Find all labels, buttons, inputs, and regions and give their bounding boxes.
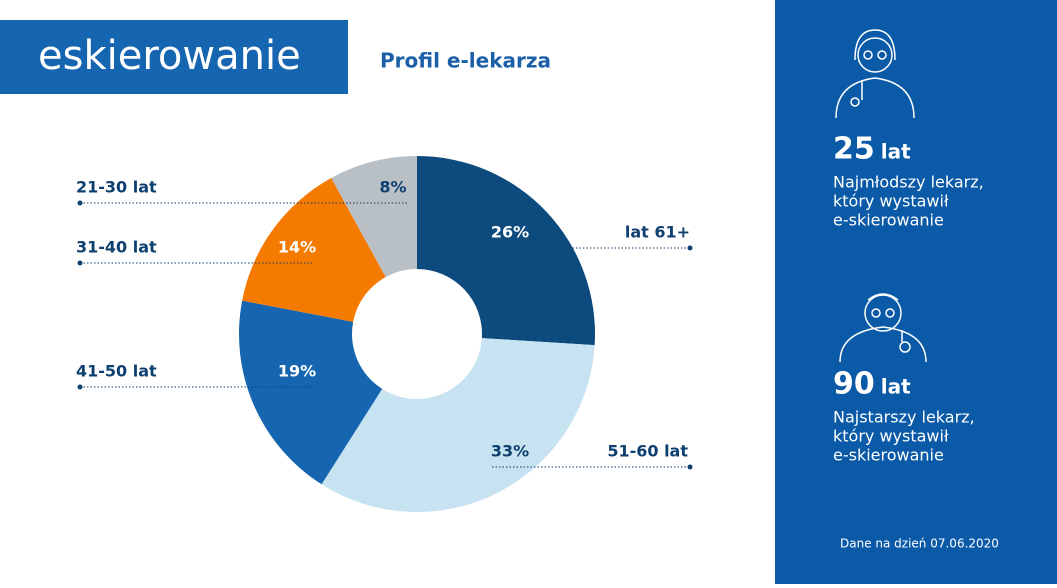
logo-box — [0, 20, 348, 94]
stat-description: Najstarszy lekarz, — [833, 408, 975, 427]
value-label: 33% — [491, 442, 529, 461]
category-label: 41-50 lat — [76, 362, 157, 381]
stat-description: e-skierowanie — [833, 211, 944, 230]
stat-description: e-skierowanie — [833, 446, 944, 465]
leader-dot — [77, 384, 83, 390]
donut-chart: lat 61+ 26% 51-60 lat 33% 41-50 lat 19% 31-40 … — [76, 156, 693, 512]
stat-unit: lat — [881, 140, 911, 164]
value-label: 19% — [278, 362, 316, 381]
value-label: 8% — [379, 178, 406, 197]
category-label: 51-60 lat — [607, 442, 688, 461]
leader-dot — [687, 245, 693, 251]
donut-slice — [238, 300, 383, 485]
stat-unit: lat — [881, 375, 911, 399]
donut-slice — [417, 156, 595, 346]
donut-slice — [242, 178, 386, 322]
leader-dot — [77, 260, 83, 266]
value-label: 14% — [278, 238, 316, 257]
stat-description: który wystawił — [833, 192, 949, 211]
category-label: lat 61+ — [625, 223, 690, 242]
chart-title: Profil e-lekarza — [380, 49, 551, 73]
donut-slice — [331, 156, 417, 278]
leader-dot — [687, 464, 693, 470]
icon-young-doctor — [835, 29, 915, 119]
footnote: Dane na dzień 07.06.2020 — [840, 537, 999, 551]
logo: eskierowanie — [38, 33, 301, 79]
stat-value: 25 — [833, 132, 875, 167]
sidebar — [775, 0, 1057, 584]
category-label: 31-40 lat — [76, 238, 157, 257]
stat-value: 90 — [833, 367, 875, 402]
icon-old-doctor — [839, 293, 927, 363]
donut-slice — [321, 338, 595, 512]
stat-description: Najmłodszy lekarz, — [833, 173, 984, 192]
leader-dot — [77, 200, 83, 206]
value-label: 26% — [491, 223, 529, 242]
stat-description: który wystawił — [833, 427, 949, 446]
category-label: 21-30 lat — [76, 178, 157, 197]
